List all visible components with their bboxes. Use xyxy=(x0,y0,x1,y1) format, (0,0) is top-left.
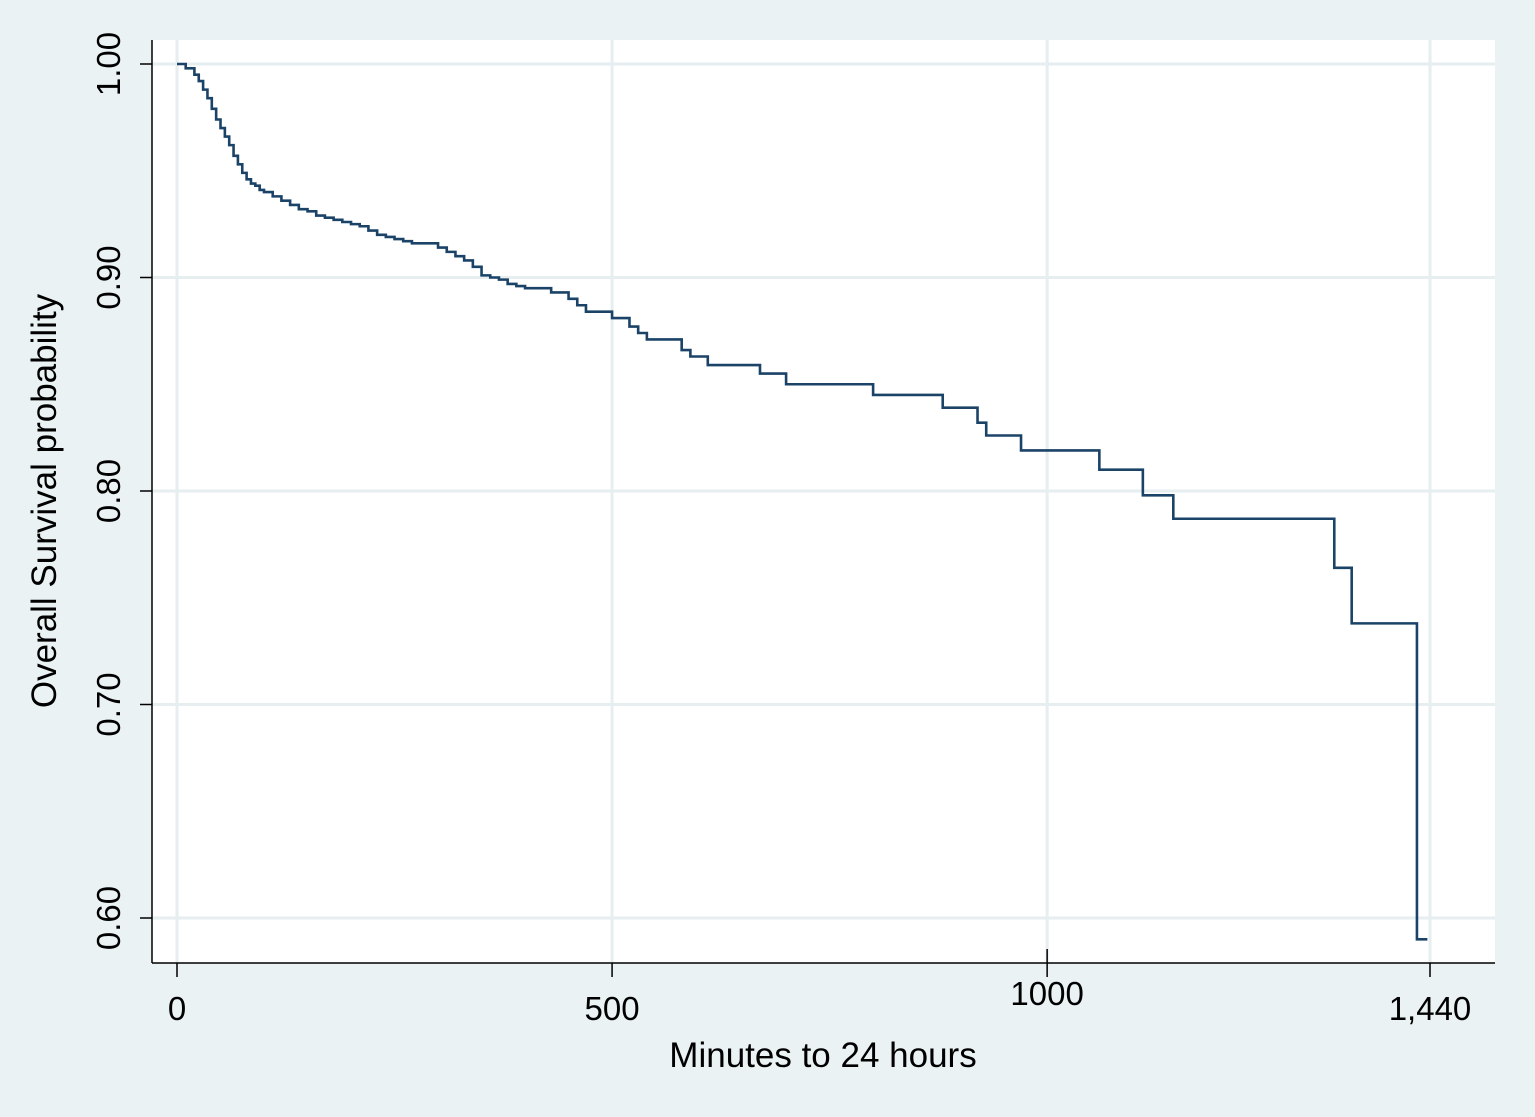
y-tick-label: 0.90 xyxy=(90,245,127,309)
y-tick-label: 0.60 xyxy=(90,886,127,950)
x-tick-label: 0 xyxy=(168,990,186,1027)
y-tick-label: 0.80 xyxy=(90,459,127,523)
x-tick-label: 1000 xyxy=(1010,975,1083,1012)
plot-background xyxy=(152,40,1495,963)
x-tick-label: 1,440 xyxy=(1389,990,1472,1027)
x-ticks: 0 500 1000 1,440 xyxy=(168,949,1471,1027)
y-tick-label: 0.70 xyxy=(90,672,127,736)
y-ticks: 0.60 0.70 0.80 0.90 1.00 xyxy=(90,32,152,950)
y-tick-label: 1.00 xyxy=(90,32,127,96)
survival-curve xyxy=(177,62,1428,941)
grid xyxy=(152,40,1495,963)
y-axis-label: Overall Survival probability xyxy=(25,293,64,708)
x-axis-label: Minutes to 24 hours xyxy=(669,1036,976,1075)
x-tick-label: 500 xyxy=(585,990,640,1027)
